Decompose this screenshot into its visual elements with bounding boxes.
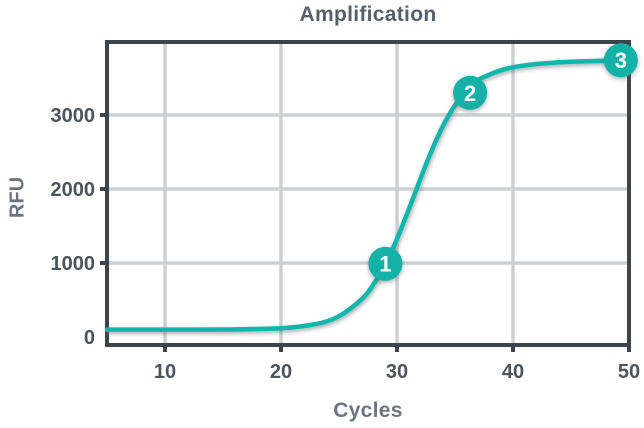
y-tick-label: 1000 (51, 253, 96, 275)
plot-border (105, 40, 631, 347)
y-tick-label: 0 (84, 327, 95, 349)
marker-circle (603, 43, 638, 78)
x-tick-label: 20 (270, 361, 292, 383)
y-tick-label: 2000 (51, 179, 96, 201)
y-tick-label: 3000 (51, 105, 96, 127)
curve-marker-1: 1 (368, 246, 403, 281)
x-axis-label: Cycles (333, 399, 403, 422)
x-tick-label: 40 (502, 361, 524, 383)
curve-marker-3: 3 (603, 43, 638, 78)
curve-marker-2: 2 (453, 75, 488, 110)
x-tick-label: 10 (154, 361, 176, 383)
x-tick-label: 50 (618, 361, 640, 383)
chart-title: Amplification (299, 3, 437, 26)
marker-circle (368, 246, 403, 281)
marker-number: 3 (615, 48, 627, 73)
x-tick-label: 30 (386, 361, 408, 383)
amplification-curve (104, 58, 632, 332)
marker-number: 1 (379, 252, 391, 277)
marker-number: 2 (464, 81, 476, 106)
marker-circle (453, 75, 488, 110)
